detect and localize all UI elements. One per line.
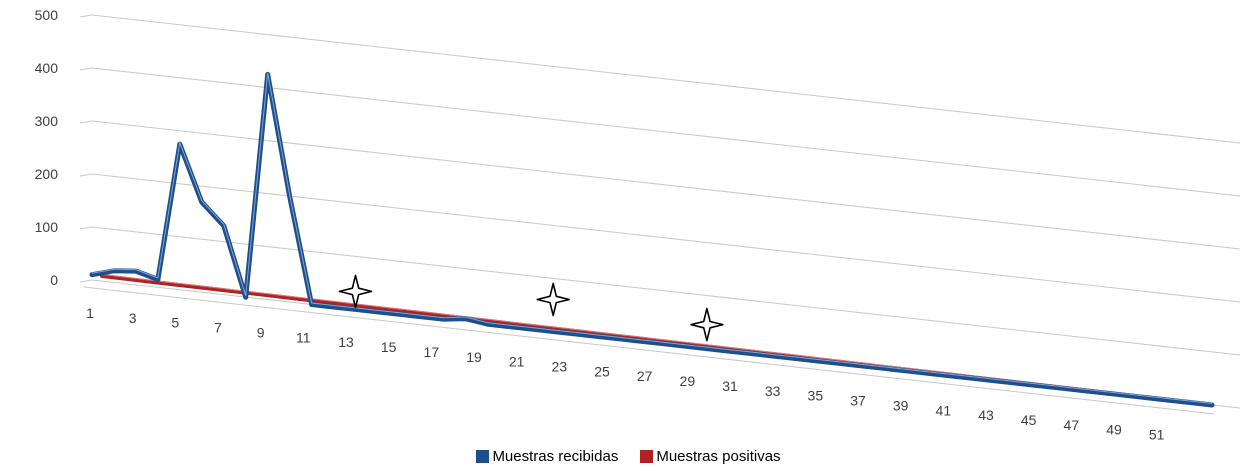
x-tick-label: 47 — [1064, 417, 1080, 433]
x-tick-label: 3 — [129, 310, 137, 326]
x-tick-label: 49 — [1106, 422, 1122, 438]
series-line-received — [89, 71, 1215, 408]
x-tick-label: 39 — [893, 397, 909, 413]
y-tick-label: 400 — [35, 60, 59, 76]
gridline — [91, 173, 1241, 303]
x-tick-label: 13 — [338, 334, 354, 350]
y-tick-label: 0 — [50, 272, 58, 288]
legend-label-positive: Muestras positivas — [656, 448, 781, 465]
y-tick-label: 300 — [35, 113, 59, 129]
x-tick-label: 9 — [257, 324, 265, 340]
annotations — [338, 274, 724, 342]
gridlines — [79, 14, 1241, 415]
series-lines — [89, 71, 1215, 408]
y-tick-mark — [79, 120, 93, 124]
legend: Muestras recibidas Muestras positivas — [0, 448, 1257, 465]
x-axis-line — [83, 286, 1215, 415]
x-tick-label: 45 — [1021, 412, 1037, 428]
x-tick-label: 33 — [765, 383, 781, 399]
x-tick-label: 37 — [850, 393, 866, 409]
x-tick-label: 17 — [424, 344, 440, 360]
legend-swatch-positive — [640, 450, 654, 463]
x-tick-label: 31 — [722, 378, 738, 394]
legend-item-positive: Muestras positivas — [640, 448, 781, 465]
x-tick-label: 5 — [171, 315, 179, 331]
x-tick-label: 7 — [214, 320, 222, 336]
legend-swatch-received — [476, 450, 490, 463]
gridline — [91, 14, 1241, 144]
x-axis-tick-labels: 1 3 5 7 9 11 13 15 17 19 21 23 25 27 29 31 33 35 37 39 41 43 4… — [86, 305, 1165, 443]
x-tick-label: 51 — [1149, 427, 1165, 443]
x-tick-label: 35 — [808, 388, 824, 404]
y-tick-mark — [79, 279, 93, 283]
x-tick-label: 25 — [594, 363, 610, 379]
y-axis-tick-labels: 0 100 200 300 400 500 — [35, 7, 59, 288]
star-marker-icon — [536, 282, 571, 317]
x-tick-label: 11 — [296, 329, 311, 345]
x-tick-label: 41 — [936, 402, 952, 418]
x-tick-label: 43 — [978, 407, 994, 423]
x-tick-label: 19 — [466, 349, 482, 365]
y-tick-mark — [79, 67, 93, 71]
series-highlight-received — [91, 72, 1213, 404]
gridline — [91, 226, 1241, 356]
y-tick-label: 200 — [35, 166, 59, 182]
gridline — [91, 67, 1241, 197]
star-marker-icon — [338, 274, 373, 309]
star-marker-icon — [690, 307, 724, 342]
x-tick-label: 1 — [86, 305, 94, 321]
x-tick-label: 21 — [509, 354, 525, 370]
legend-item-received: Muestras recibidas — [476, 448, 618, 465]
x-tick-label: 23 — [552, 358, 568, 374]
y-tick-label: 500 — [35, 7, 59, 23]
x-tick-label: 29 — [680, 373, 696, 389]
x-tick-label: 15 — [381, 339, 397, 355]
y-tick-mark — [79, 226, 93, 230]
y-tick-mark — [79, 14, 93, 18]
gridline — [91, 120, 1241, 250]
x-tick-label: 27 — [637, 368, 653, 384]
y-tick-label: 100 — [35, 219, 59, 235]
y-tick-mark — [79, 173, 93, 177]
legend-label-received: Muestras recibidas — [492, 448, 619, 465]
